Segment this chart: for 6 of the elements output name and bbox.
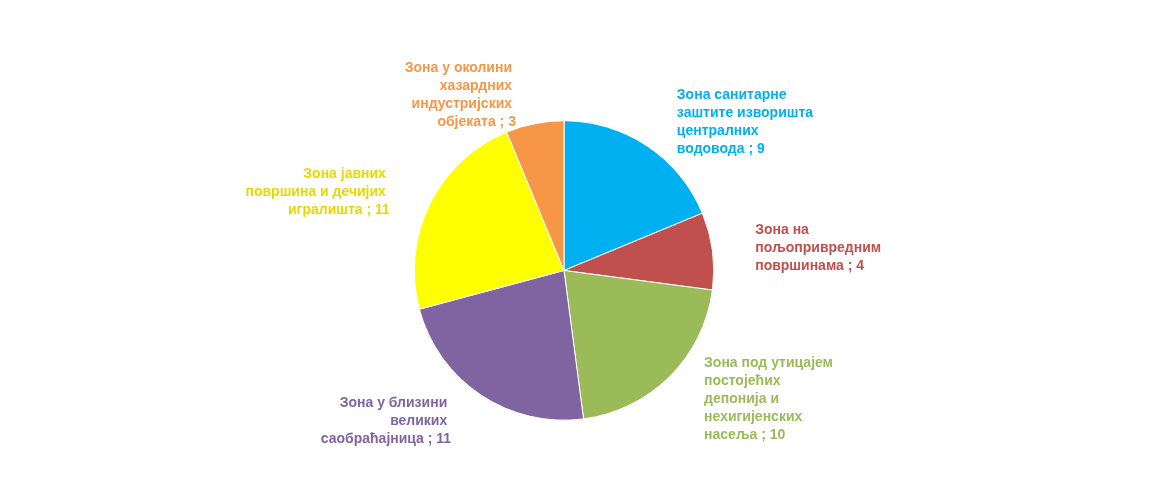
slice-label: Зона санитарне заштите изворишта централних водовода ; 9 [676, 86, 817, 157]
slice-label: Зона у околини хазардних индустријских објеката ; 3 [404, 59, 517, 130]
slice-label: Зона у близини великих саобраћајница ; 11 [320, 393, 452, 446]
slice-label: Зона на пољопривредним површинама ; 4 [755, 221, 886, 274]
slice-label: Зона под утицајем постојећих депонија и нехигијенских насеља ; 10 [704, 353, 837, 442]
slice-label: Зона јавних површина и дечијих игралишта ; 11 [245, 164, 391, 217]
